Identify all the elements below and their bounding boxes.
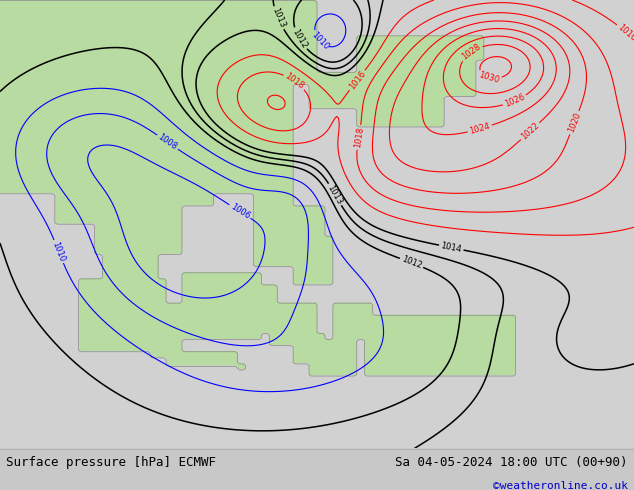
Text: 1012: 1012 [290,27,309,50]
Text: 1022: 1022 [519,121,541,142]
Text: 1014: 1014 [440,241,462,254]
Text: 1006: 1006 [229,202,251,221]
Text: Sa 04-05-2024 18:00 UTC (00+90): Sa 04-05-2024 18:00 UTC (00+90) [395,456,628,469]
Text: 1018: 1018 [283,72,306,91]
Text: 1010: 1010 [51,240,67,263]
Text: 1018: 1018 [353,126,365,148]
Text: 1026: 1026 [503,93,526,109]
Text: ©weatheronline.co.uk: ©weatheronline.co.uk [493,481,628,490]
Text: 1010: 1010 [309,30,330,52]
Text: 1013: 1013 [270,6,287,29]
Text: 1013: 1013 [326,183,344,206]
Text: 1030: 1030 [478,71,501,85]
Text: 1008: 1008 [156,132,179,152]
Text: 1028: 1028 [460,43,482,62]
Text: 1016: 1016 [347,69,367,91]
Text: Surface pressure [hPa] ECMWF: Surface pressure [hPa] ECMWF [6,456,216,469]
Text: 1020: 1020 [566,111,582,134]
Text: 1024: 1024 [469,122,491,136]
Text: 1012: 1012 [400,255,423,271]
Text: 1016: 1016 [616,23,634,43]
